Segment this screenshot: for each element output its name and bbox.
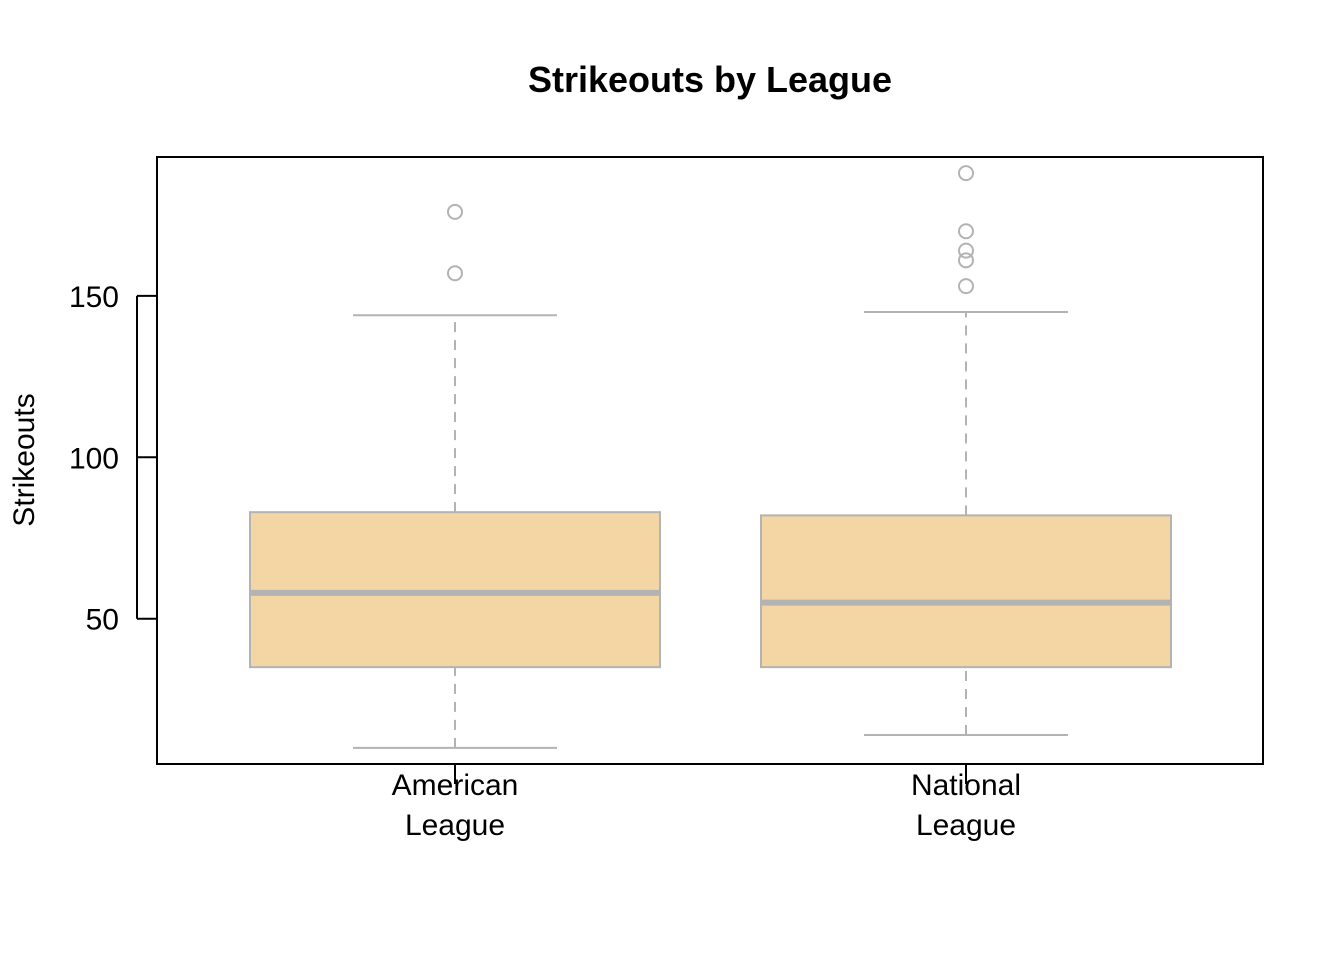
outlier-point [447, 265, 463, 282]
y-tick-label: 100 [69, 442, 119, 475]
box-0 [249, 203, 661, 749]
x-tick-label: American [392, 769, 519, 802]
boxes-group [249, 165, 1172, 749]
x-tick-label: League [916, 809, 1016, 842]
y-tick-label: 50 [86, 604, 119, 637]
plot-frame [156, 156, 1264, 765]
outlier-point [958, 165, 974, 182]
iqr-box [249, 511, 661, 669]
box-1 [760, 165, 1172, 736]
y-tick-label: 150 [69, 281, 119, 314]
outlier-point [958, 223, 974, 240]
x-axis: American League National League [392, 763, 1021, 842]
y-axis-title: Strikeouts [8, 393, 41, 526]
outlier-point [958, 252, 974, 269]
iqr-box [760, 514, 1172, 669]
x-tick-label: League [405, 809, 505, 842]
outlier-point [447, 203, 463, 220]
x-tick-label: National [911, 769, 1021, 802]
y-axis: 50 100 150 [69, 281, 157, 637]
chart-title: Strikeouts by League [528, 59, 892, 100]
outlier-point [958, 278, 974, 295]
outlier-point [958, 242, 974, 259]
